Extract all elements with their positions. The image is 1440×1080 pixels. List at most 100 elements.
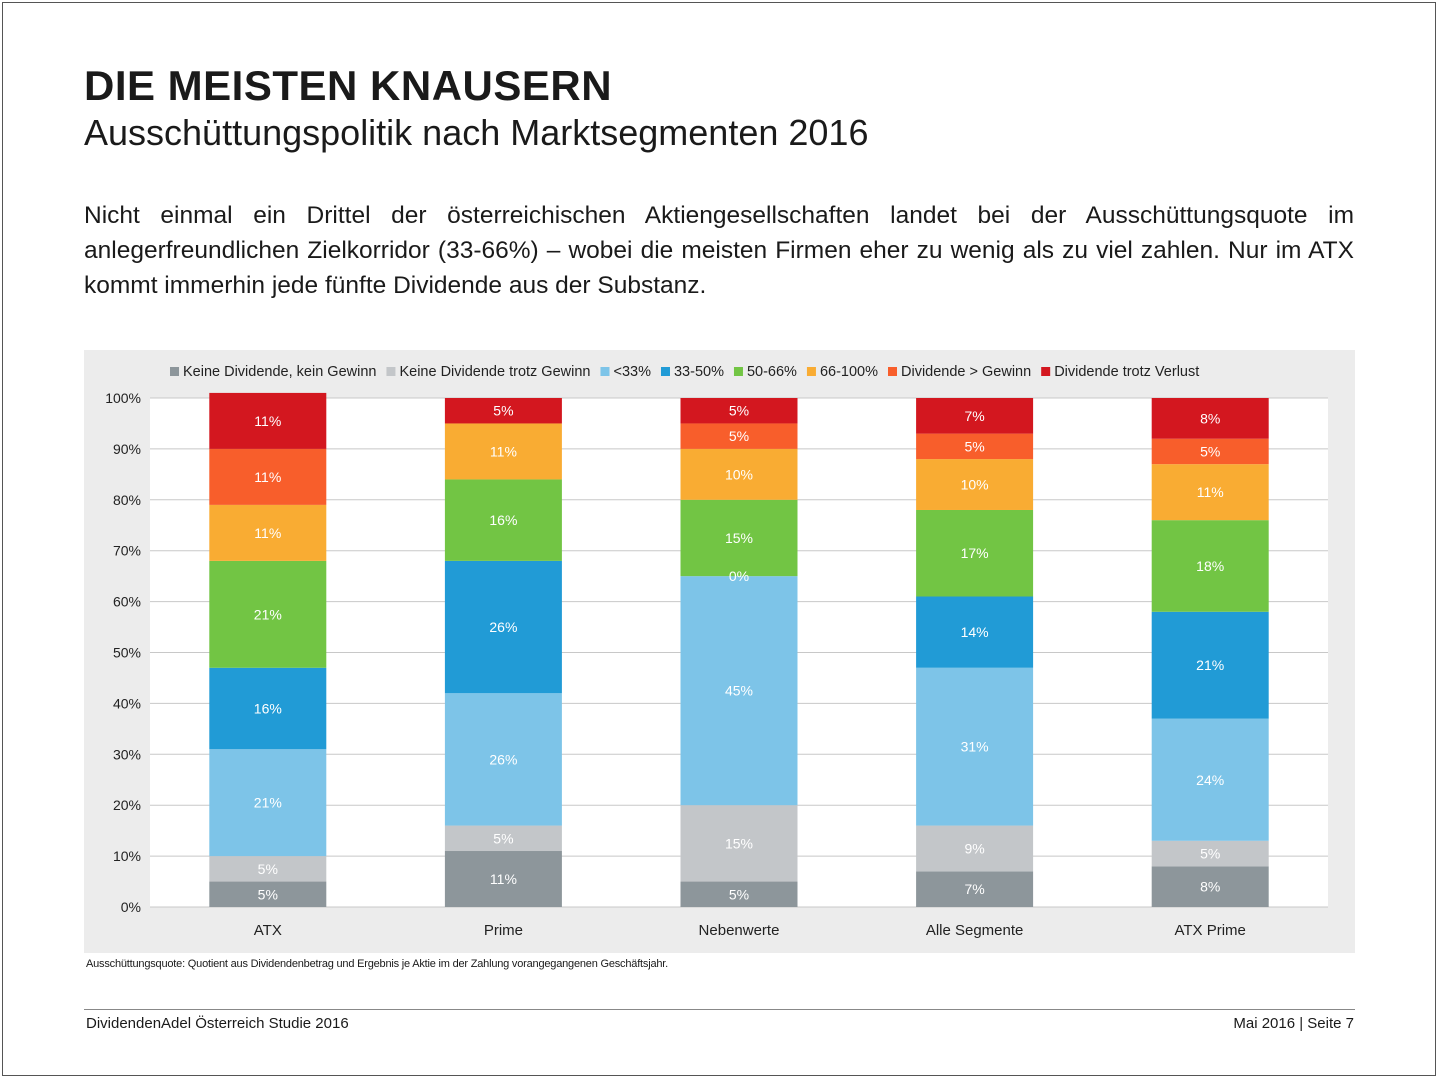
bar-segment [209,667,327,750]
data-label: 7% [964,881,984,897]
y-tick-label: 100% [105,390,141,406]
data-label: 24% [1196,772,1224,788]
x-tick-label: ATX [254,922,282,939]
bar-segment [916,871,1034,907]
data-label: 0% [729,568,749,584]
bar-segment [1151,866,1269,907]
data-label: 5% [964,438,984,454]
page-title: DIE MEISTEN KNAUSERN [84,62,613,109]
bar-segment [1151,438,1269,465]
bar-segment [444,560,562,694]
x-tick-label: Nebenwerte [699,922,780,939]
y-tick-label: 80% [113,492,141,508]
bar-segment [444,825,562,852]
data-label: 16% [489,512,517,528]
data-label: 11% [1197,484,1224,500]
chart-panel: 0% 10% 20% 30% 40% 50% 60% 70% 80% 90% 100% 5% 5% 21%… [84,350,1355,953]
bar-segment [209,560,327,668]
data-label: 8% [1200,410,1220,426]
bar-segment [444,851,562,907]
bar-segment [680,499,798,577]
data-label: 18% [1196,558,1224,574]
bar-segment [916,596,1034,668]
data-label: 5% [493,830,513,846]
data-label: 8% [1200,879,1220,895]
x-tick-label: Prime [484,922,523,939]
data-label: 5% [1200,846,1220,862]
bar-segment [1151,611,1269,719]
y-tick-label: 20% [113,797,141,813]
data-label: 21% [254,795,282,811]
legend-label: Dividende trotz Verlust [1054,364,1199,380]
bar-segment [680,805,798,882]
legend-swatch [1041,367,1051,376]
data-label: 9% [964,840,984,856]
bar-segment [916,433,1034,460]
footnote: Ausschüttungsquote: Quotient aus Dividen… [86,958,668,970]
data-label: 26% [489,751,517,767]
legend-swatch [888,367,897,376]
bar-segment [209,504,327,561]
bar-segment [209,881,327,907]
data-label: 16% [254,700,282,716]
legend-label: Keine Dividende, kein Gewinn [183,364,376,380]
legend-label: Keine Dividende trotz Gewinn [399,364,590,380]
y-tick-label: 90% [113,441,141,457]
data-label: 21% [1196,657,1224,673]
y-tick-label: 50% [113,645,141,661]
bar-segment [444,398,562,424]
y-tick-label: 30% [113,746,141,762]
page-subtitle: Ausschüttungspolitik nach Marktsegmenten… [84,112,869,153]
bar-segment [680,398,798,424]
bar-segment [209,856,327,882]
data-label: 14% [961,624,989,640]
bar-segment [209,392,327,449]
y-tick-label: 70% [113,543,141,559]
bar-segment [1151,520,1269,612]
y-tick-label: 0% [121,899,141,915]
bar-segment [680,423,798,449]
data-label: 5% [258,886,278,902]
data-label: 15% [725,835,753,851]
bar-segment [444,479,562,561]
y-tick-label: 10% [113,848,141,864]
legend-swatch [660,367,670,376]
bar-segment [1151,718,1269,841]
data-label: 11% [490,871,517,887]
x-tick-label: Alle Segmente [926,922,1024,939]
legend-swatch [600,367,610,376]
footer-study-name: DividendenAdel Österreich Studie 2016 [86,1015,349,1032]
legend-swatch [806,367,816,376]
bar-segment [444,693,562,826]
data-label: 10% [961,477,989,493]
footer-divider [84,1009,1355,1010]
legend-label: 33-50% [674,364,724,380]
data-label: 26% [489,619,517,635]
bar-segment [1151,464,1269,521]
bar-segment [1151,398,1269,439]
bar-segment [680,448,798,500]
bar-segment [916,459,1034,510]
bar-segment [444,423,562,480]
data-label: 5% [493,403,513,419]
data-label: 11% [254,525,281,541]
y-tick-label: 40% [113,695,141,711]
bar-segment [680,881,798,907]
data-label: 17% [961,545,989,561]
y-tick-label: 60% [113,594,141,610]
legend-swatch [386,367,396,376]
bar-segment [209,448,327,505]
legend-swatch [733,367,743,376]
legend-label: <33% [613,364,651,380]
bar-segment [680,576,798,806]
data-label: 5% [729,403,749,419]
legend-label: 50-66% [747,364,797,380]
legend-label: Dividende > Gewinn [901,364,1031,380]
bar-segment [1151,840,1269,867]
data-label: 31% [961,739,989,755]
bar-segment [916,509,1034,597]
bar-segment [916,825,1034,872]
data-label: 7% [964,408,984,424]
stacked-bar-chart: 0% 10% 20% 30% 40% 50% 60% 70% 80% 90% 100% 5% 5% 21%… [105,364,1328,939]
